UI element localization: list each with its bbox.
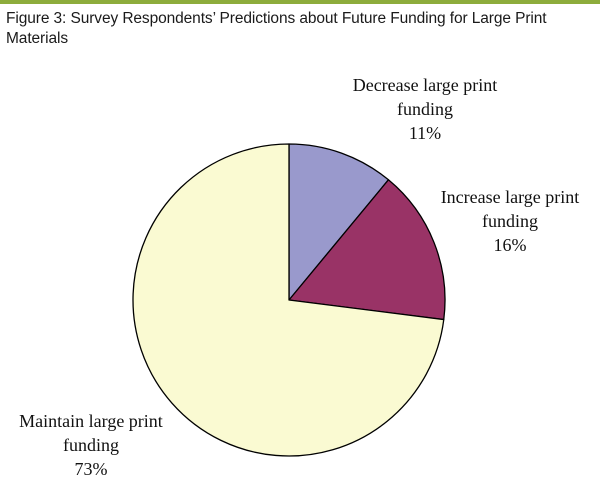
slice-label-decrease-line2: funding — [397, 99, 453, 119]
slice-label-maintain-value: 73% — [74, 459, 108, 479]
top-rule — [0, 0, 600, 4]
slice-label-maintain-line1: Maintain large print — [19, 411, 163, 431]
pie-slice-decrease — [288, 143, 390, 301]
slice-label-increase-value: 16% — [493, 235, 527, 255]
slice-label-increase: Increase large print funding 16% — [425, 185, 595, 257]
slice-label-maintain: Maintain large print funding 73% — [6, 409, 176, 481]
slice-label-increase-line2: funding — [482, 211, 538, 231]
pie-slice-maintain — [132, 143, 445, 457]
slice-label-decrease: Decrease large print funding 11% — [330, 73, 520, 145]
slice-label-maintain-line2: funding — [63, 435, 119, 455]
slice-label-increase-line1: Increase large print — [440, 187, 580, 207]
figure-title: Figure 3: Survey Respondents’ Prediction… — [6, 10, 547, 47]
slice-label-decrease-value: 11% — [408, 123, 442, 143]
slice-label-decrease-line1: Decrease large print — [352, 75, 498, 95]
pie-slice-increase — [288, 179, 446, 321]
